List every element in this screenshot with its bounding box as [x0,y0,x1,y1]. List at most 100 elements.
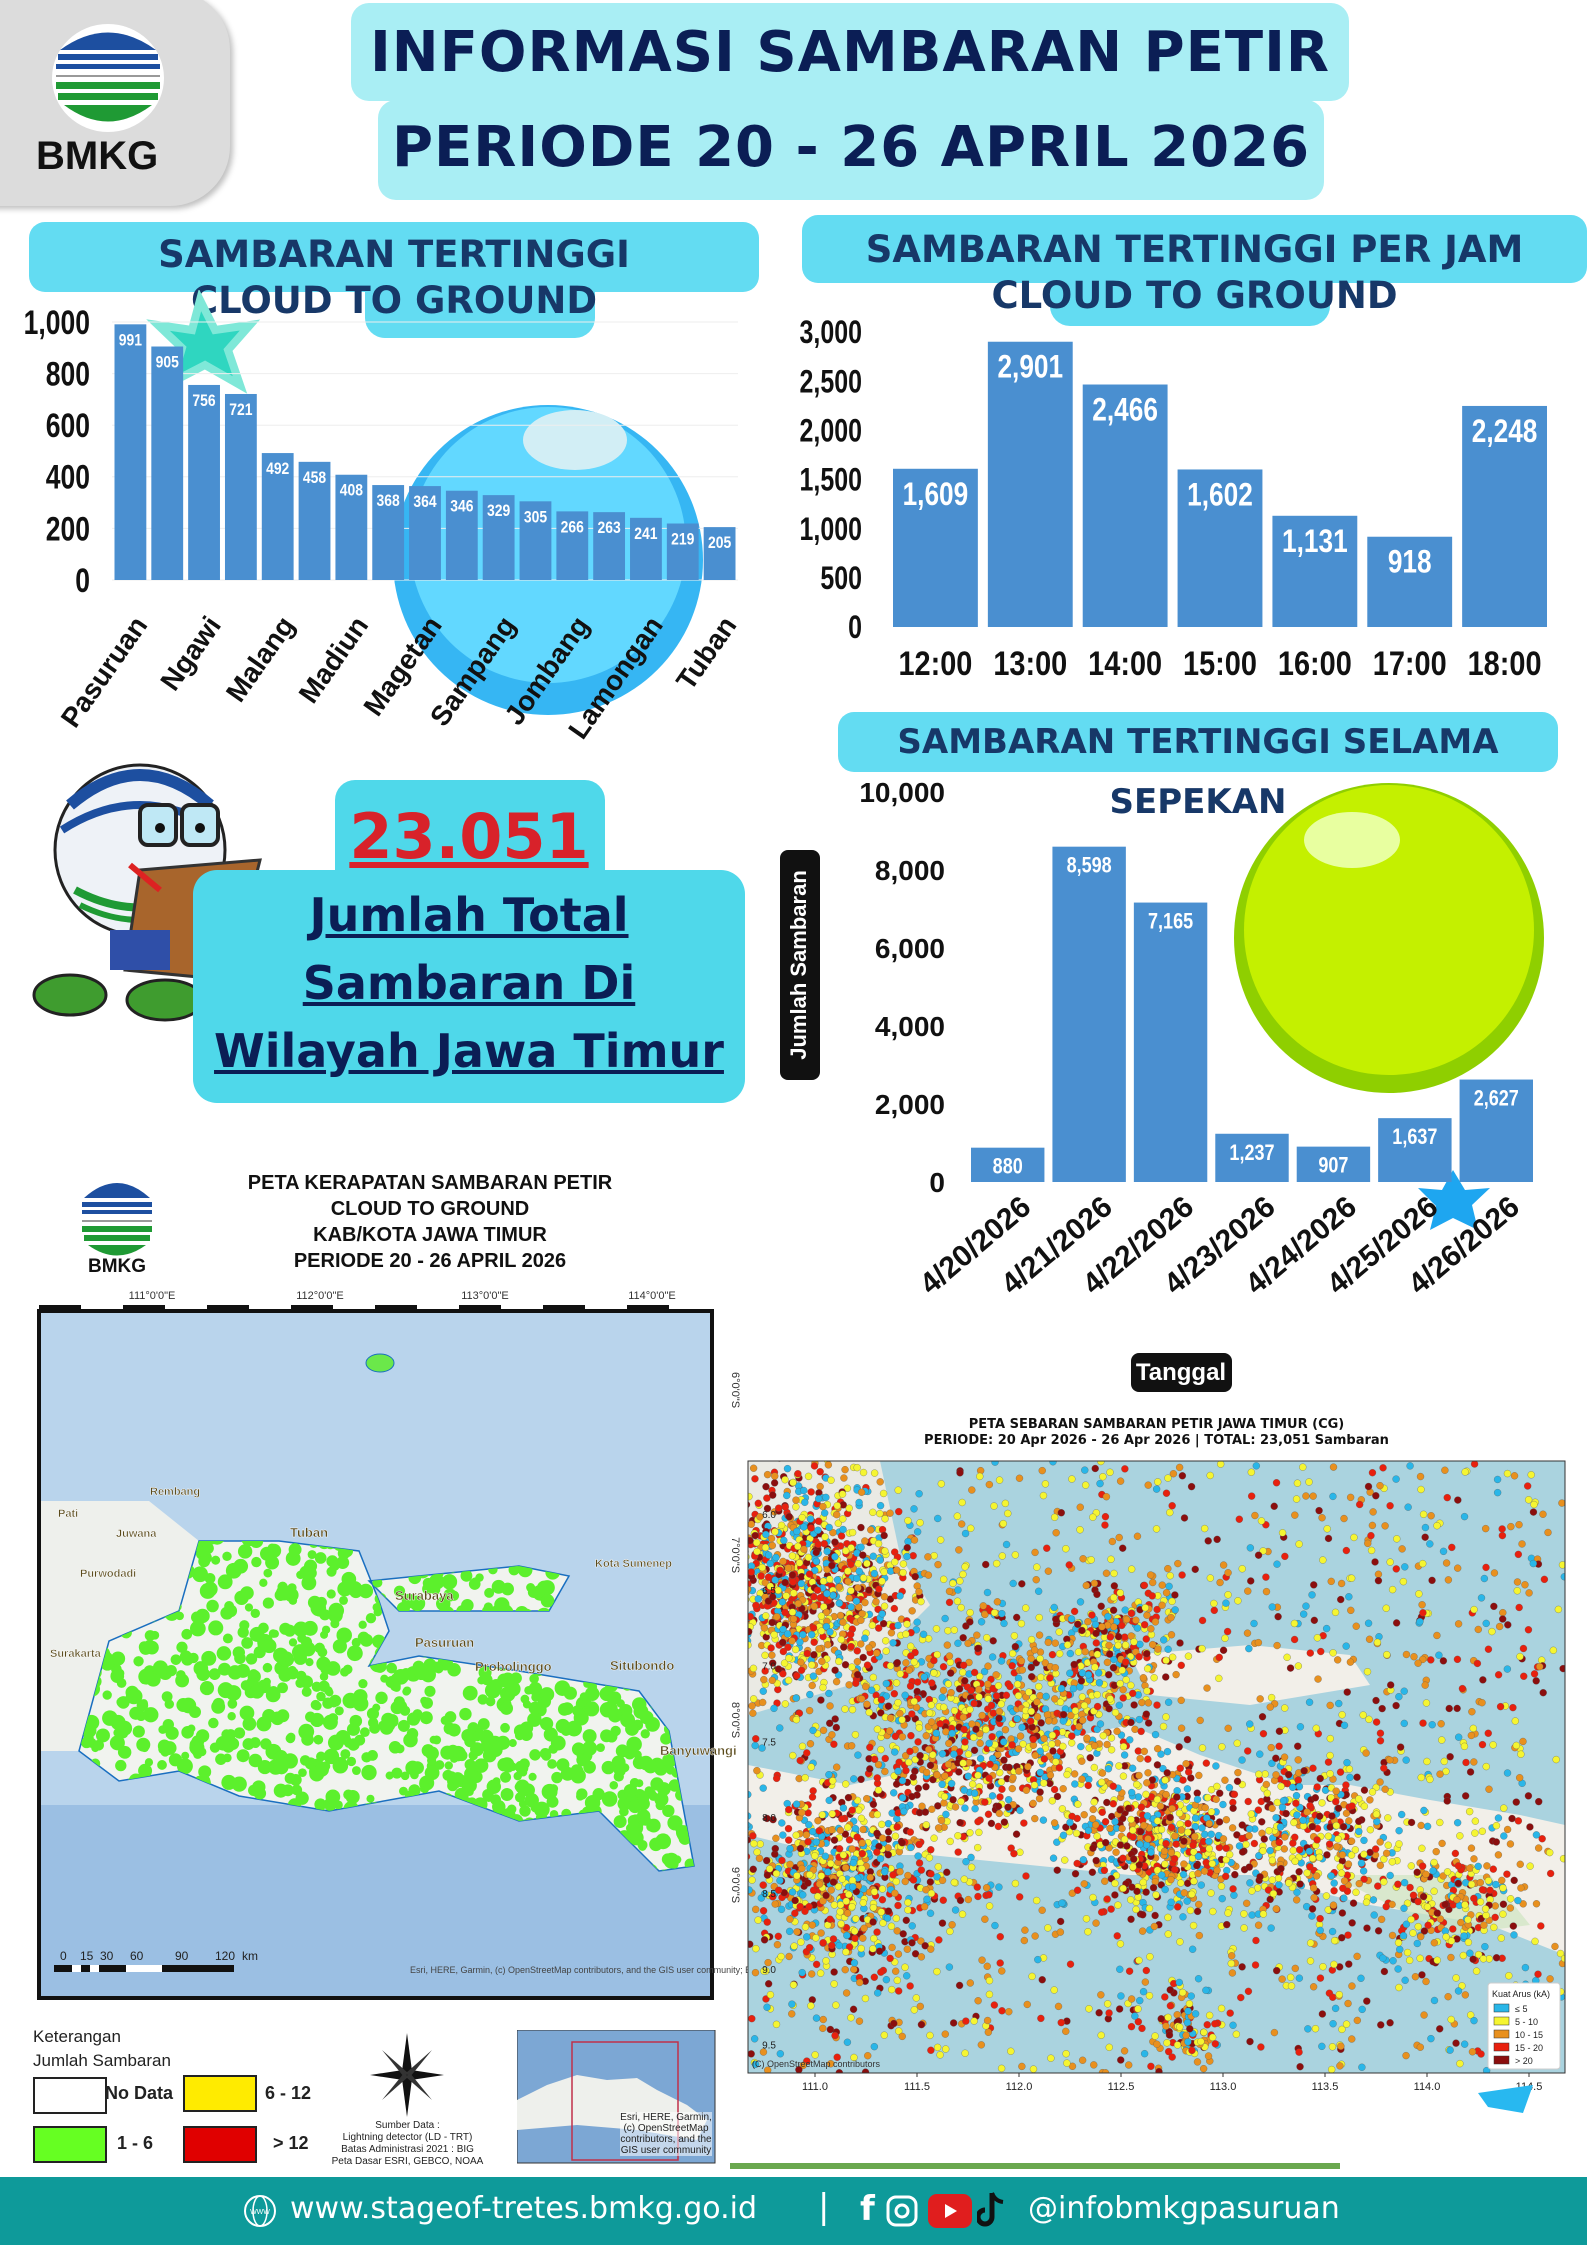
lightning-strike-dot [878,1610,886,1618]
lightning-strike-dot [907,1732,915,1740]
lightning-strike-dot [1044,1567,1052,1575]
compass-rose-icon: N [370,2033,444,2117]
lightning-density-dot [528,1681,543,1696]
lightning-density-dot [132,1725,145,1738]
legend-label: 1 - 6 [117,2133,154,2153]
lightning-strike-dot [748,1838,749,1842]
scatter-map[interactable]: 111.0111.5112.0112.5113.0113.5114.0114.5… [730,1455,1587,2110]
lightning-density-dot [279,1622,292,1635]
x-tick-label: Malang [220,611,301,708]
lightning-density-dot [627,1814,639,1826]
lightning-density-dot [420,1696,429,1705]
lightning-strike-dot [1184,1828,1192,1836]
lightning-strike-dot [845,1836,854,1844]
lightning-strike-dot [839,1618,847,1626]
lightning-strike-dot [838,1815,846,1823]
lightning-density-dot [528,1701,542,1715]
lightning-strike-dot [801,1498,809,1506]
lightning-strike-dot [889,1639,897,1647]
lightning-strike-dot [870,1569,879,1578]
lightning-strike-dot [914,1852,922,1860]
lightning-density-dot [351,1766,361,1775]
lightning-strike-dot [1005,1763,1013,1772]
lightning-strike-dot [928,1679,936,1687]
bar [261,453,294,580]
lightning-strike-dot [1109,1606,1118,1614]
lightning-strike-dot [783,1799,791,1808]
lightning-strike-dot [812,1548,820,1557]
lightning-strike-dot [1031,1814,1039,1823]
lightning-strike-dot [748,1501,751,1508]
lightning-density-dot [358,1620,367,1629]
lightning-strike-dot [1248,1911,1256,1919]
lightning-strike-dot [915,1724,923,1732]
lightning-density-dot [585,1686,600,1701]
lightning-strike-dot [780,1659,789,1667]
lightning-strike-dot [801,1923,810,1931]
lightning-strike-dot [805,1821,813,1829]
lightning-strike-dot [930,1834,938,1842]
lightning-strike-dot [1215,1818,1224,1826]
lightning-strike-dot [738,1528,745,1535]
lightning-density-dot [316,1691,326,1702]
lightning-strike-dot [853,1647,861,1655]
lightning-strike-dot [763,1504,772,1513]
lightning-strike-dot [1116,1679,1124,1688]
lightning-density-dot [626,1736,642,1753]
lightning-strike-dot [928,1805,936,1813]
lightning-strike-dot [737,1578,744,1585]
lightning-density-dot [539,1716,554,1731]
lightning-strike-dot [1153,1761,1162,1769]
lightning-strike-dot [833,1502,841,1510]
lightning-strike-dot [1289,1783,1297,1791]
lightning-density-dot [582,1729,597,1744]
lightning-density-dot [181,1751,190,1760]
lightning-density-dot [613,1764,626,1777]
lightning-strike-dot [1028,1673,1036,1681]
lightning-strike-dot [861,1537,869,1545]
lightning-density-dot [461,1599,474,1612]
lightning-strike-dot [791,1909,799,1917]
lightning-strike-dot [1084,1617,1092,1626]
lightning-strike-dot [730,1629,732,1636]
lightning-strike-dot [1172,1840,1180,1848]
lightning-strike-dot [1201,1830,1209,1838]
lightning-strike-dot [1102,1838,1110,1847]
lightning-strike-dot [855,1498,863,1507]
lightning-density-dot [249,1684,265,1699]
lightning-density-dot [176,1641,188,1653]
lightning-strike-dot [790,1942,798,1950]
lightning-strike-dot [1330,1879,1338,1887]
lightning-strike-dot [899,1560,908,1568]
lightning-density-dot [515,1779,530,1795]
lightning-strike-dot [730,1536,735,1543]
lightning-strike-dot [1299,1816,1307,1824]
lightning-strike-dot [1305,1847,1314,1855]
lightning-strike-dot [858,1864,866,1873]
lightning-strike-dot [1016,1893,1024,1901]
lightning-strike-dot [1122,1676,1130,1684]
lightning-strike-dot [817,1969,825,1977]
lightning-density-dot [579,1692,589,1701]
lightning-density-dot [657,1782,671,1796]
lightning-strike-dot [730,1525,737,1532]
density-map[interactable]: 111°0'0"E 112°0'0"E 113°0'0"E 114°0'0"E6°0'… [20,1285,750,2015]
lightning-density-dot [361,1764,377,1781]
lightning-strike-dot [948,1779,956,1788]
lightning-strike-dot [1077,1742,1085,1751]
y-tick-label: 1,000 [24,304,90,342]
bar [630,517,662,580]
lightning-strike-dot [1272,1814,1280,1822]
lightning-strike-dot [951,1906,960,1914]
lightning-density-dot [304,1757,317,1770]
lightning-strike-dot [748,1520,755,1528]
bar [593,512,626,580]
lightning-density-dot [372,1603,382,1612]
lightning-strike-dot [730,1562,734,1569]
lightning-strike-dot [896,1709,904,1718]
lightning-density-dot [429,1735,438,1744]
lightning-strike-dot [934,1514,942,1523]
lightning-strike-dot [794,1599,802,1608]
lightning-strike-dot [1289,1846,1297,1855]
lightning-density-dot [584,1794,601,1811]
